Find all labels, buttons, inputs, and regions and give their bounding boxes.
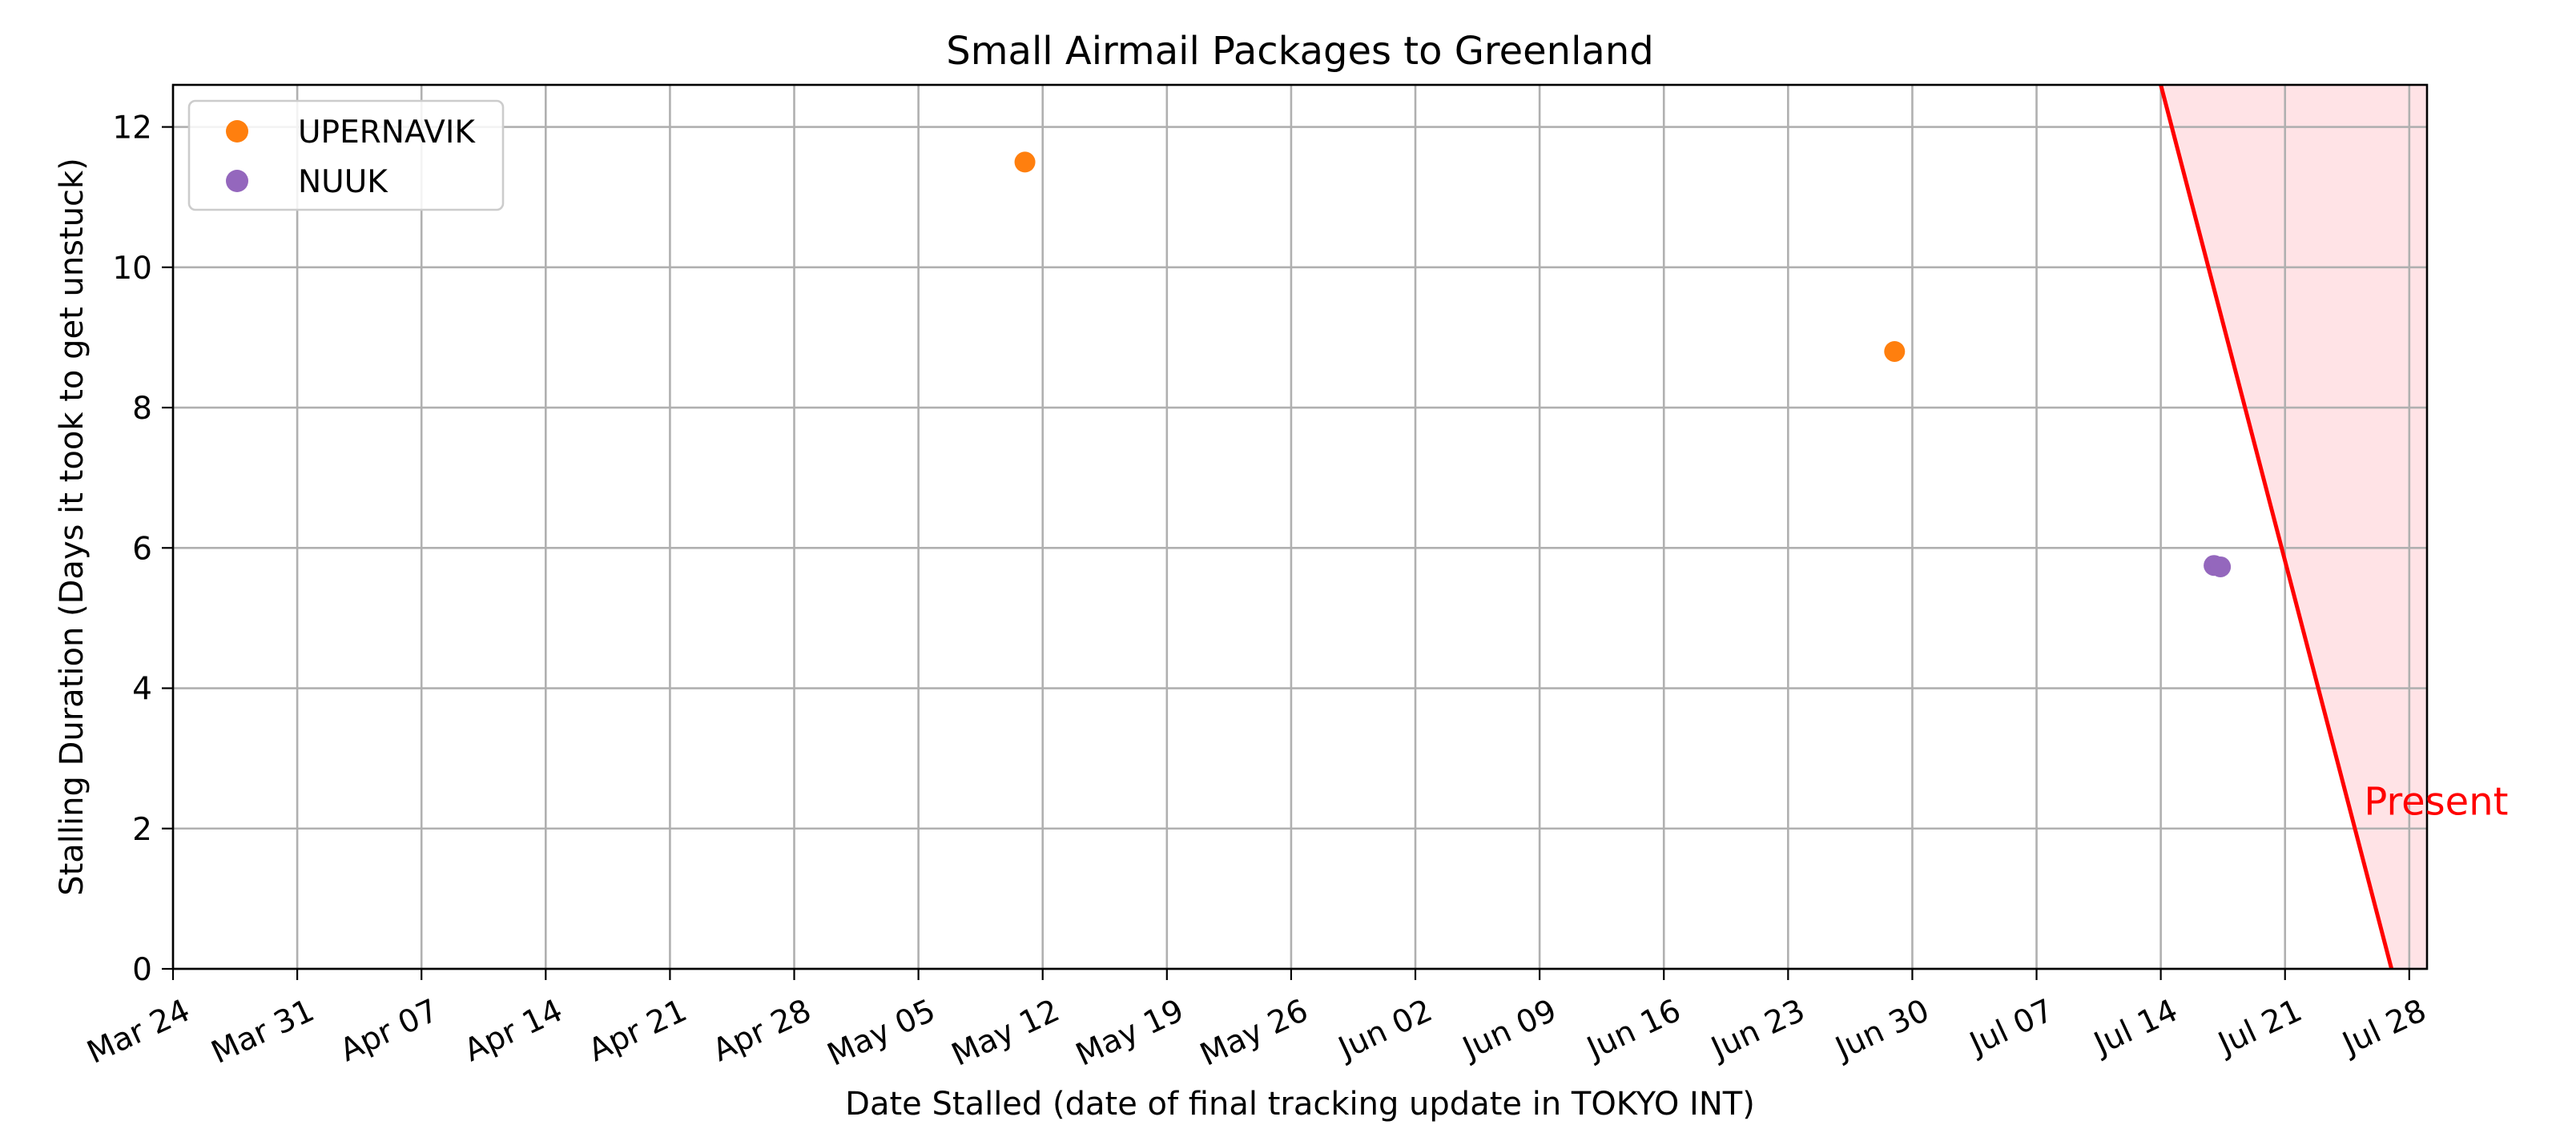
x-tick-label: May 19 [1071,993,1189,1074]
data-point-upernavik [1014,151,1036,173]
ticks-layer: Mar 24 Mar 31 Apr 07 Apr 14 Apr 21 Apr 28 May … [82,110,2432,1074]
x-tick-label: May 12 [946,993,1065,1074]
x-tick-label: Jun 23 [1704,993,1810,1068]
x-tick-label: Apr 21 [583,993,692,1070]
y-tick-label: 4 [132,672,152,708]
legend-marker-upernavik [226,120,248,143]
x-tick-label: Jul 14 [2087,993,2184,1063]
y-axis-label: Stalling Duration (Days it took to get u… [54,158,91,896]
x-tick-label: Jun 16 [1580,993,1686,1068]
legend-label-nuuk: NUUK [298,164,388,200]
annotation-line-layer [2159,85,2394,969]
y-tick-label: 6 [132,531,152,567]
data-point-nuuk [2210,556,2232,577]
legend-label-upernavik: UPERNAVIK [298,114,476,151]
legend-marker-nuuk [226,170,248,192]
x-tick-label: Mar 31 [206,993,320,1071]
plot-frame [171,83,2429,970]
x-axis-label: Date Stalled (date of final tracking upd… [845,1086,1755,1123]
x-tick-label: May 05 [822,993,940,1074]
x-tick-label: Apr 28 [707,993,816,1070]
x-tick-label: Apr 07 [335,993,444,1070]
annotation-text-layer: Present [2364,780,2508,825]
shade-layer [2160,85,2427,969]
y-tick-label: 2 [132,812,152,848]
data-point-upernavik [1884,340,1906,362]
x-tick-label: Jul 07 [1962,993,2059,1063]
present-label: Present [2364,780,2508,825]
legend-box [187,99,505,211]
y-tick-label: 12 [112,110,152,147]
x-tick-label: Jul 21 [2211,993,2308,1063]
x-tick-label: Apr 14 [459,993,568,1070]
x-tick-label: Mar 24 [82,993,195,1071]
x-tick-label: Jun 30 [1828,993,1934,1068]
legend: UPERNAVIK NUUK [187,99,505,211]
y-tick-label: 0 [132,952,152,988]
y-tick-label: 10 [112,251,152,287]
present-line [2159,85,2394,969]
x-tick-label: Jun 02 [1331,993,1438,1068]
x-tick-label: May 26 [1195,993,1314,1074]
points-layer [1014,151,2232,577]
grid-layer [171,85,2427,970]
y-tick-label: 8 [132,391,152,427]
present-shaded-region [2160,85,2427,969]
x-tick-label: Jun 09 [1455,993,1562,1068]
chart-title: Small Airmail Packages to Greenland [946,29,1653,74]
x-tick-label: Jul 28 [2335,993,2432,1063]
